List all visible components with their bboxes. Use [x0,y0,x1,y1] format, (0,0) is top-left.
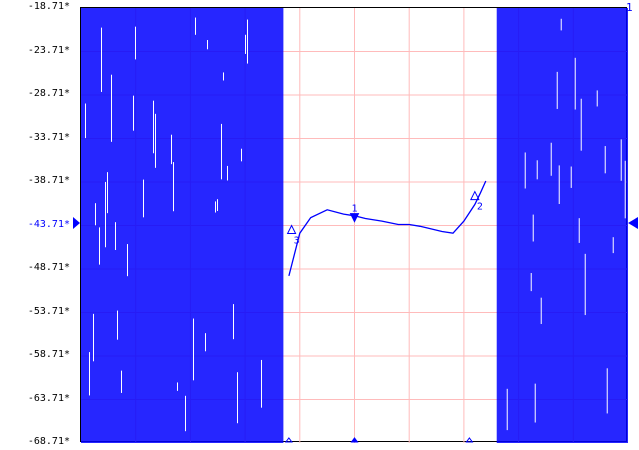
noise-gap [560,18,562,31]
y-tick-label: -53.71* [27,305,70,317]
noise-gap [604,146,606,174]
plot-area[interactable]: 1 2 3 [80,7,628,443]
reference-arrow-right-icon[interactable] [627,217,639,229]
y-tick-label: -58.71* [27,349,70,360]
noise-gap [135,26,136,60]
noise-gap [95,203,96,226]
noise-gap [217,199,218,212]
noise-gap [580,98,582,151]
trace-plot: 1 2 3 [81,8,628,443]
noise-gap [99,227,100,265]
noise-gap [193,318,194,381]
noise-gap [233,304,234,340]
noise-gap [241,148,242,162]
noise-gap [534,383,536,423]
noise-gap [195,17,196,35]
noise-gap [596,90,598,107]
noise-gap [173,162,174,212]
noise-gap [223,72,224,81]
y-tick-label: -23.71* [27,44,70,56]
marker-label: 1 [352,204,358,215]
noise-gap [540,297,542,325]
noise-gap [620,139,622,181]
marker-icon [470,190,480,201]
marker-icon [349,213,360,223]
noise-gap [121,370,122,393]
noise-gap [185,395,186,432]
noise-gap [578,218,580,243]
noise-gap [207,40,208,50]
noise-gap [536,160,538,180]
noise-gap [247,19,248,64]
noise-gap [221,123,222,180]
noise-gap [550,142,552,176]
noise-gap [245,34,246,54]
y-tick-label: -68.71* [27,436,70,447]
marker-label: 2 [477,202,483,213]
noise-gap [153,100,154,154]
noise-gap [111,74,112,142]
noise-gap [155,113,156,168]
trace-line [288,180,487,277]
noise-gap [558,165,560,204]
noise-gap [101,27,102,92]
noise-gap [606,368,608,414]
marker-label: 3 [294,236,300,247]
marker-position-indicator [465,437,474,443]
trace-channel-label: 1 [626,1,633,14]
noise-gap [93,313,94,362]
noise-gap [556,71,558,109]
y-tick-label: -48.71* [27,262,70,273]
noise-gap [143,179,144,218]
noise-gap [115,222,116,250]
marker-position-indicator [284,437,293,443]
y-tick-label: -63.71* [27,392,70,404]
noise-gap [584,253,586,316]
noise-gap [117,310,118,340]
noise-gap [227,165,228,181]
trace-noise-right [496,8,628,443]
noise-gap [171,134,172,165]
noise-gap [105,181,106,248]
noise-gap [89,352,90,396]
noise-gap [624,160,626,219]
y-tick-label: -28.71* [27,88,70,99]
y-tick-label: -38.71* [27,175,70,186]
noise-gap [506,388,508,431]
trace-noise-left [81,8,284,443]
marker-icon [286,224,297,235]
noise-gap [127,244,128,277]
noise-gap [237,372,238,424]
noise-gap [215,201,216,213]
noise-gap [107,172,108,214]
y-tick-label: -18.71* [27,1,70,12]
noise-gap [612,237,614,254]
noise-gap [570,166,572,188]
reference-arrow-left-icon[interactable] [73,217,81,229]
noise-gap [205,333,206,352]
noise-gap [261,359,262,408]
noise-gap [133,95,134,131]
noise-gap [524,152,526,189]
noise-gap [574,57,576,110]
noise-gap [85,103,86,139]
noise-gap [530,273,532,292]
noise-gap [177,382,178,391]
y-tick-label: -33.71* [27,131,70,143]
y-tick-label: -43.71* [27,218,70,230]
noise-gap [532,214,534,242]
marker-position-indicator [350,437,359,443]
